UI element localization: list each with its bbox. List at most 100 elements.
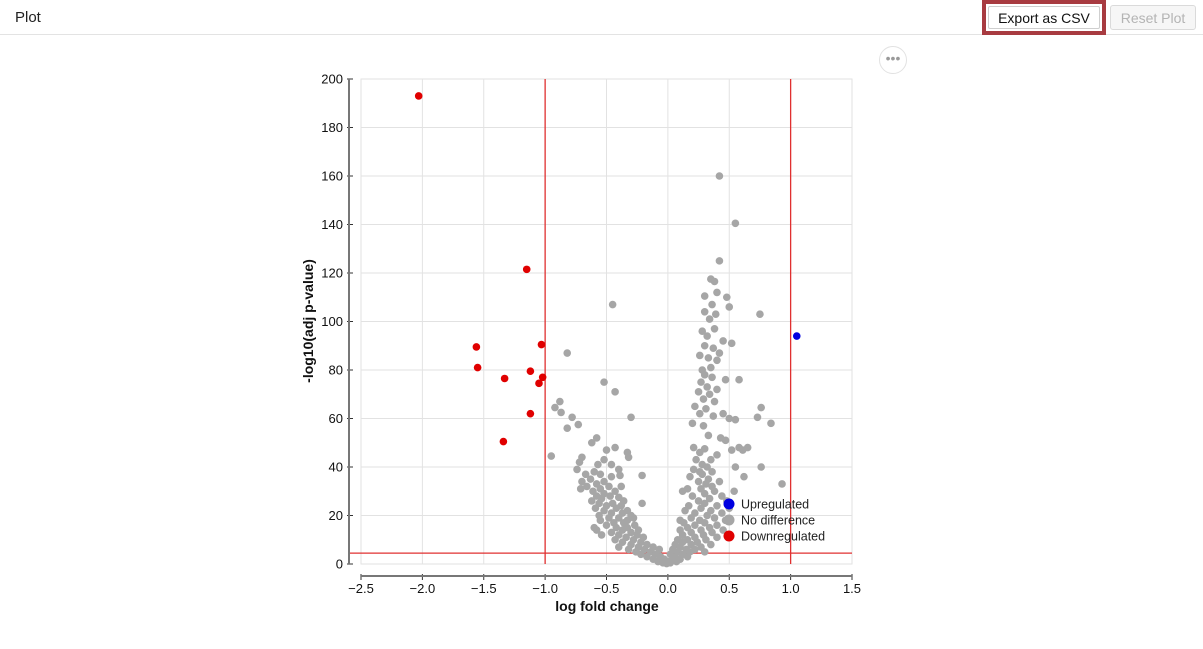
data-point xyxy=(600,455,608,464)
data-point xyxy=(676,516,684,525)
data-point xyxy=(710,514,719,522)
data-point xyxy=(731,463,740,471)
y-tick-label: 100 xyxy=(321,314,343,329)
data-point xyxy=(605,482,613,491)
data-point xyxy=(597,531,606,539)
data-point xyxy=(730,487,738,496)
data-point xyxy=(694,388,703,396)
data-point xyxy=(740,472,748,481)
data-point xyxy=(722,293,731,302)
data-point xyxy=(611,443,619,452)
data-point xyxy=(708,373,716,382)
data-point xyxy=(522,265,531,274)
data-point xyxy=(710,277,719,286)
data-point xyxy=(727,339,736,348)
data-point xyxy=(725,303,734,311)
data-point xyxy=(573,465,581,474)
data-point xyxy=(600,378,608,386)
data-point xyxy=(607,460,616,469)
data-point xyxy=(710,487,719,496)
data-point xyxy=(707,540,715,549)
data-point xyxy=(688,492,697,500)
data-point xyxy=(568,413,576,422)
page-title: Plot xyxy=(15,9,41,26)
data-point xyxy=(695,448,704,457)
data-point xyxy=(596,470,605,479)
data-point xyxy=(710,324,719,333)
data-point xyxy=(414,92,423,100)
data-point xyxy=(600,506,608,515)
y-tick-label: 0 xyxy=(336,557,343,572)
x-tick-label: 0.0 xyxy=(659,581,677,596)
data-point xyxy=(638,499,646,508)
data-point xyxy=(705,494,714,503)
data-point xyxy=(590,468,599,476)
data-point xyxy=(713,385,721,394)
data-point xyxy=(590,523,599,532)
data-point xyxy=(614,543,623,551)
y-tick-label: 180 xyxy=(321,120,343,135)
x-tick-label: 1.5 xyxy=(843,581,861,596)
x-tick-label: 0.5 xyxy=(720,581,738,596)
data-point xyxy=(591,504,600,513)
data-point xyxy=(583,482,591,491)
data-point xyxy=(757,463,765,471)
data-point xyxy=(725,414,734,423)
data-point xyxy=(704,431,713,440)
data-point xyxy=(547,452,556,460)
data-point xyxy=(689,465,698,474)
legend-swatch xyxy=(723,530,735,542)
data-point xyxy=(526,409,535,418)
data-point xyxy=(713,521,721,529)
data-point xyxy=(713,533,721,542)
data-point xyxy=(727,446,736,454)
ellipsis-icon[interactable]: ••• xyxy=(879,46,907,74)
data-point xyxy=(757,403,765,412)
data-point xyxy=(708,528,716,537)
data-point xyxy=(594,460,602,469)
export-csv-button[interactable]: Export as CSV xyxy=(988,6,1100,29)
x-tick-label: −1.0 xyxy=(532,581,558,596)
data-point xyxy=(683,552,692,561)
more-options-symbol: ••• xyxy=(885,50,901,66)
data-point xyxy=(704,354,713,362)
data-point xyxy=(698,470,707,479)
data-point xyxy=(695,409,704,418)
data-point xyxy=(586,475,595,483)
data-point xyxy=(624,545,633,554)
data-point xyxy=(703,511,711,520)
legend-entry: Downregulated xyxy=(741,530,825,544)
data-point xyxy=(718,509,726,517)
data-point xyxy=(606,492,614,500)
data-point xyxy=(700,308,709,316)
data-point xyxy=(605,514,613,522)
data-point xyxy=(709,412,718,420)
data-point xyxy=(700,548,709,556)
data-point xyxy=(702,535,710,544)
data-point xyxy=(695,351,704,360)
data-point xyxy=(681,506,689,515)
x-tick-label: −2.0 xyxy=(410,581,436,596)
data-point xyxy=(608,300,617,309)
data-point xyxy=(691,402,699,411)
data-point xyxy=(611,487,619,496)
threshold-lines xyxy=(349,79,852,564)
x-tick-label: −0.5 xyxy=(594,581,620,596)
data-point xyxy=(614,514,623,522)
legend-entry: Upregulated xyxy=(741,498,809,512)
data-point xyxy=(699,395,708,403)
reset-plot-button[interactable]: Reset Plot xyxy=(1110,5,1196,30)
data-point xyxy=(713,356,721,365)
data-point xyxy=(715,257,724,265)
data-point xyxy=(607,472,616,481)
data-point xyxy=(672,557,681,566)
data-point xyxy=(638,471,646,480)
data-point xyxy=(526,367,535,376)
data-point xyxy=(708,300,716,309)
data-point xyxy=(694,497,703,505)
data-point xyxy=(611,388,619,396)
y-tick-label: 40 xyxy=(329,460,343,475)
data-point xyxy=(538,373,547,382)
y-tick-label: 200 xyxy=(321,72,343,87)
data-point xyxy=(574,420,583,429)
